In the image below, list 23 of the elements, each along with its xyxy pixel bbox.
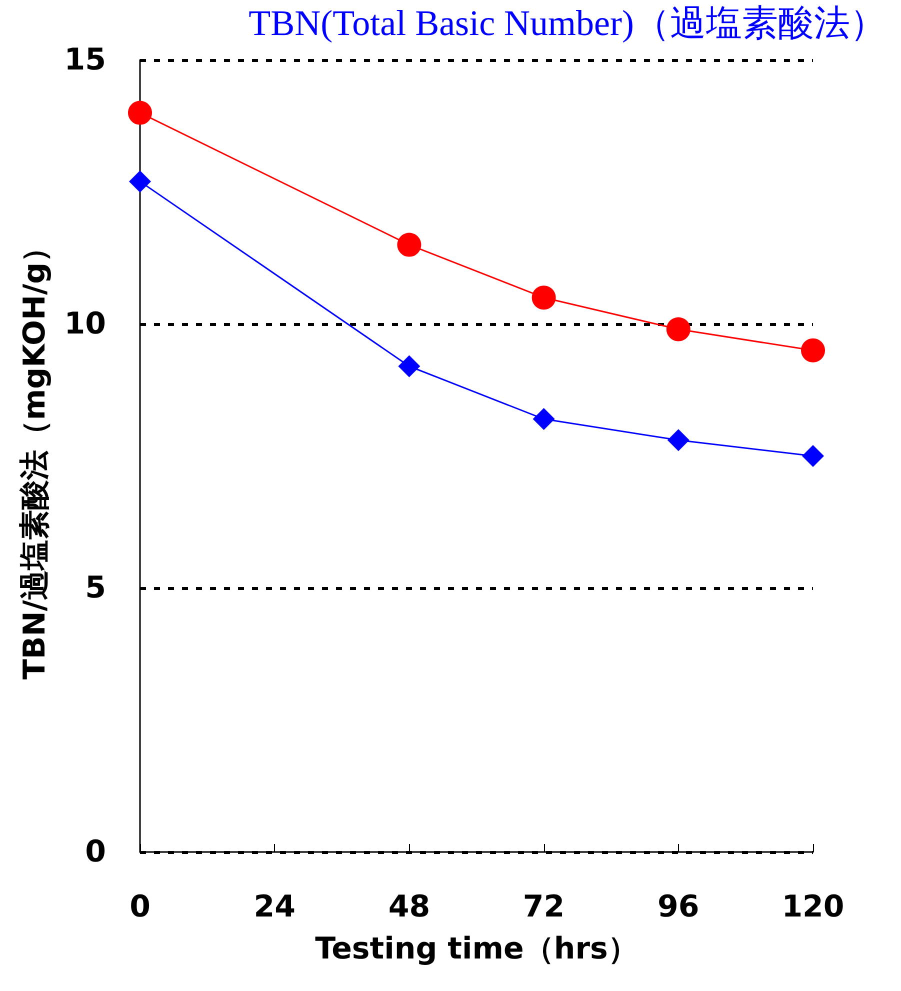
chart-title: TBN(Total Basic Number)（過塩素酸法） [248,3,886,43]
x-axis-title: Testing time（hrs） [315,932,638,966]
point [128,100,152,125]
point [129,170,151,192]
point [666,317,690,342]
x-tick-label: 24 [254,890,296,924]
y-tick-label: 0 [85,834,106,870]
y-axis-title: TBN/過塩素酸法（mgKOH/g） [18,232,52,680]
x-tick-label: 120 [782,890,844,924]
x-tick-label: 72 [522,890,565,924]
point [532,286,556,310]
point [532,408,555,430]
point [667,429,690,452]
point [397,232,422,257]
x-tick-label: 48 [388,890,430,924]
point [801,338,825,362]
y-tick-label: 5 [85,570,106,606]
y-tick-label: 15 [64,42,106,78]
x-tick-label: 96 [658,890,700,924]
x-tick-label: 0 [130,890,150,924]
point [398,355,420,378]
y-tick-label: 10 [64,306,106,342]
point [802,445,824,467]
